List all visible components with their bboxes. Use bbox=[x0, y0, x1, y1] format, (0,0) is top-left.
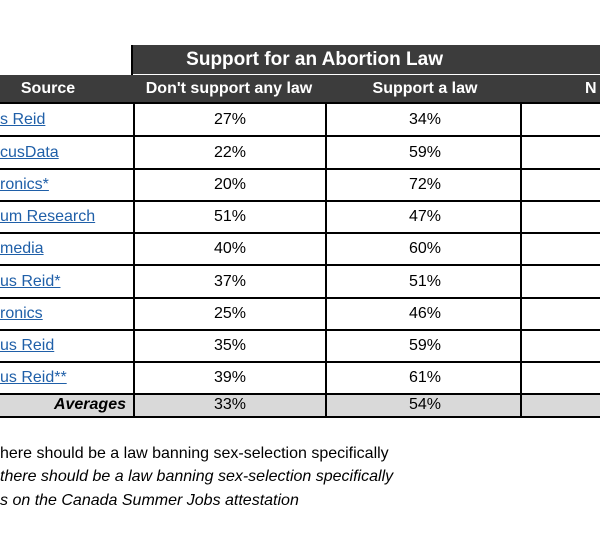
row-border bbox=[0, 361, 600, 363]
cell: 22% bbox=[213, 144, 247, 161]
footnote: here should be a law banning sex-selecti… bbox=[0, 445, 389, 462]
title-bar bbox=[133, 45, 600, 74]
cell: 27% bbox=[213, 111, 247, 128]
footnote: s on the Canada Summer Jobs attestation bbox=[0, 492, 299, 509]
average: 54% bbox=[408, 396, 442, 413]
row-border bbox=[0, 264, 600, 266]
row-border bbox=[0, 200, 600, 202]
column-header: Don't support any law bbox=[145, 80, 313, 97]
row-border bbox=[0, 232, 600, 234]
averages-bar bbox=[0, 394, 600, 416]
source-link[interactable]: ronics bbox=[0, 305, 43, 322]
cell: 37% bbox=[213, 273, 247, 290]
source-link[interactable]: media bbox=[0, 240, 44, 257]
row-border bbox=[0, 102, 600, 104]
source-link[interactable]: cusData bbox=[0, 144, 59, 161]
footnote: there should be a law banning sex-select… bbox=[0, 468, 394, 485]
column-header: Support a law bbox=[372, 80, 478, 97]
column-border bbox=[520, 103, 522, 416]
cell: 72% bbox=[408, 176, 442, 193]
table-title: Support for an Abortion Law bbox=[186, 49, 443, 70]
cell: 39% bbox=[213, 369, 247, 386]
row-border bbox=[0, 135, 600, 137]
source-link[interactable]: us Reid* bbox=[0, 273, 61, 290]
header-bar bbox=[0, 75, 600, 103]
cell: 34% bbox=[408, 111, 442, 128]
cell: 46% bbox=[408, 305, 442, 322]
source-link[interactable]: us Reid** bbox=[0, 369, 67, 386]
cell: 35% bbox=[213, 337, 247, 354]
cell: 47% bbox=[408, 208, 442, 225]
column-border bbox=[325, 103, 327, 416]
row-border bbox=[0, 416, 600, 418]
column-border bbox=[131, 45, 133, 75]
cell: 59% bbox=[408, 337, 442, 354]
cell: 51% bbox=[213, 208, 247, 225]
cell: 20% bbox=[213, 176, 247, 193]
cell: 59% bbox=[408, 144, 442, 161]
cell: 51% bbox=[408, 273, 442, 290]
cell: 25% bbox=[213, 305, 247, 322]
column-border bbox=[133, 103, 135, 416]
row-border bbox=[0, 297, 600, 299]
source-link[interactable]: um Research bbox=[0, 208, 96, 225]
row-border bbox=[0, 393, 600, 395]
cell: 60% bbox=[408, 240, 442, 257]
source-link[interactable]: us Reid bbox=[0, 337, 55, 354]
column-header: Source bbox=[20, 80, 76, 97]
row-border bbox=[0, 168, 600, 170]
averages-label: Averages bbox=[53, 396, 126, 413]
column-header: N bbox=[585, 80, 597, 97]
source-link[interactable]: s Reid bbox=[0, 111, 46, 128]
cell: 61% bbox=[408, 369, 442, 386]
row-border bbox=[0, 329, 600, 331]
average: 33% bbox=[213, 396, 247, 413]
source-link[interactable]: ronics* bbox=[0, 176, 49, 193]
cell: 40% bbox=[213, 240, 247, 257]
